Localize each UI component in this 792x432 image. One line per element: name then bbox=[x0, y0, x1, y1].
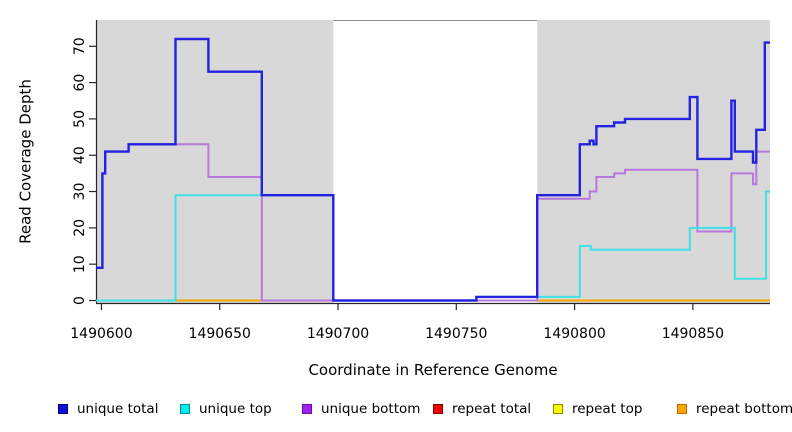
series-line-unique-total bbox=[96, 37, 770, 302]
y-tick-label: 0 bbox=[72, 296, 88, 305]
x-tick-label: 1490800 bbox=[543, 326, 605, 342]
shaded-region bbox=[537, 20, 770, 303]
x-axis-title: Coordinate in Reference Genome bbox=[308, 361, 558, 379]
y-tick-label: 50 bbox=[72, 110, 88, 128]
y-axis-title: Read Coverage Depth bbox=[16, 79, 35, 244]
y-tick-label: 70 bbox=[72, 37, 88, 55]
x-tick-label: 1490700 bbox=[307, 326, 369, 342]
shaded-region bbox=[96, 20, 334, 303]
x-tick-label: 1490750 bbox=[425, 326, 487, 342]
y-tick-label: 20 bbox=[72, 219, 88, 237]
y-tick-label: 30 bbox=[72, 183, 88, 201]
y-tick-label: 10 bbox=[72, 255, 88, 273]
x-tick-label: 1490600 bbox=[70, 326, 132, 342]
x-tick-label: 1490650 bbox=[189, 326, 251, 342]
x-tick-label: 1490850 bbox=[662, 326, 724, 342]
y-tick-label: 40 bbox=[72, 146, 88, 164]
y-tick-label: 60 bbox=[72, 74, 88, 92]
